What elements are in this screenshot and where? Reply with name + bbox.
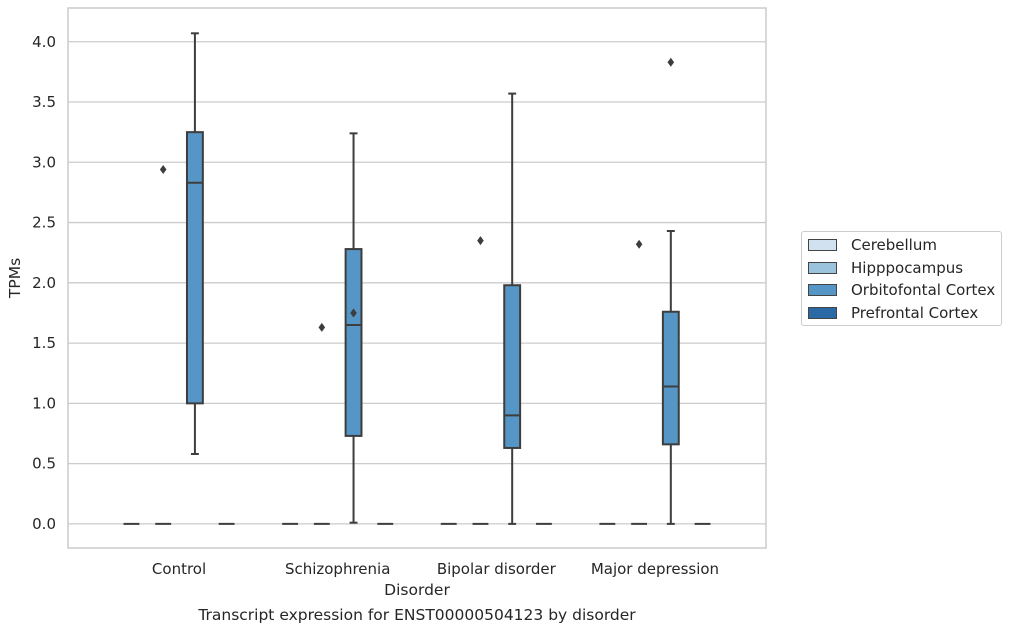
legend-label: Orbitofontal Cortex xyxy=(851,281,996,299)
y-tick-label: 2.0 xyxy=(32,274,56,292)
plot-area xyxy=(67,7,767,549)
box-iqr xyxy=(503,284,522,449)
x-tick-label: Bipolar disorder xyxy=(437,560,557,578)
x-tick-label: Control xyxy=(152,560,206,578)
outlier-point xyxy=(635,239,643,249)
box-hipppocampus xyxy=(155,165,172,525)
x-tick-label: Schizophrenia xyxy=(285,560,390,578)
outlier-point xyxy=(318,322,326,332)
legend-swatch xyxy=(808,239,837,251)
y-tick-label: 1.0 xyxy=(32,394,56,412)
outlier-point xyxy=(350,308,357,318)
box-orbitofontal-cortex xyxy=(185,32,204,455)
legend-swatch xyxy=(808,284,837,296)
legend: Cerebellum Hipppocampus Orbitofontal Corte… xyxy=(801,231,1002,326)
outlier-point xyxy=(667,57,675,67)
y-tick-labels: 0.0 0.5 1.0 1.5 2.0 2.5 3.0 3.5 4.0 xyxy=(32,33,56,533)
y-tick-label: 2.5 xyxy=(32,214,56,232)
legend-item: Cerebellum xyxy=(808,235,937,255)
box-hipppocampus xyxy=(313,322,330,525)
box-orbitofontal-cortex xyxy=(503,92,522,525)
box-series xyxy=(123,32,711,525)
outlier-point xyxy=(477,236,484,246)
figure-caption: Transcript expression for ENST0000050412… xyxy=(198,606,636,624)
y-tick-label: 4.0 xyxy=(32,33,56,51)
box-iqr xyxy=(661,310,680,446)
box-hipppocampus xyxy=(472,236,489,525)
box-iqr xyxy=(344,248,363,437)
outlier-point xyxy=(159,165,167,175)
y-tick-label: 0.5 xyxy=(32,455,56,473)
box-hipppocampus xyxy=(631,239,648,525)
legend-item: Hipppocampus xyxy=(808,258,963,278)
y-tick-label: 3.5 xyxy=(32,93,56,111)
legend-label: Hipppocampus xyxy=(851,258,964,277)
box-orbitofontal-cortex xyxy=(344,132,363,524)
legend-item: Prefrontal Cortex xyxy=(808,303,978,323)
grid-lines xyxy=(68,41,766,525)
box-iqr xyxy=(185,131,204,405)
y-tick-label: 1.5 xyxy=(32,334,56,352)
legend-swatch xyxy=(808,261,837,274)
y-tick-label: 3.0 xyxy=(32,153,56,171)
legend-label: Cerebellum xyxy=(851,236,937,254)
x-tick-labels: Control Schizophrenia Bipolar disorder Majo… xyxy=(152,560,719,578)
legend-swatch xyxy=(808,306,837,319)
legend-label: Prefrontal Cortex xyxy=(851,303,979,322)
x-tick-label: Major depression xyxy=(591,560,719,578)
legend-item: Orbitofontal Cortex xyxy=(808,280,995,300)
box-orbitofontal-cortex xyxy=(661,57,680,525)
x-axis-title: Disorder xyxy=(384,581,450,599)
y-axis-title: TPMs xyxy=(6,258,24,299)
y-tick-label: 0.0 xyxy=(32,515,56,533)
